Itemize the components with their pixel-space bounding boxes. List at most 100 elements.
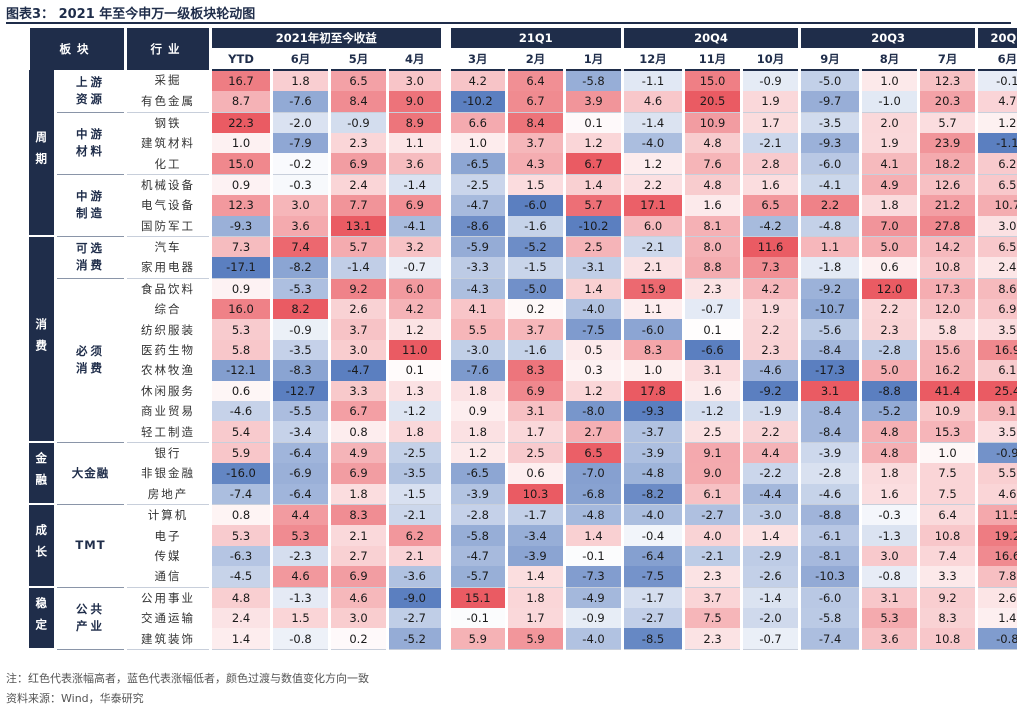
value-cell: -4.5 <box>209 566 272 588</box>
value-cell: 15.3 <box>917 421 977 443</box>
industry-label: 家用电器 <box>124 257 211 279</box>
value-cell: -2.9 <box>740 545 800 567</box>
value-cell: 10.8 <box>917 525 977 546</box>
group-label: 必须 消费 <box>54 278 126 443</box>
industry-label: 电子 <box>124 525 211 546</box>
value-cell: 27.8 <box>917 215 977 237</box>
value-cell: 2.6 <box>328 299 388 320</box>
value-cell: 4.7 <box>975 91 1017 113</box>
value-cell: -4.7 <box>328 360 388 381</box>
value-cell: 0.9 <box>209 174 272 196</box>
value-cell: -5.2 <box>859 401 919 422</box>
value-cell: 3.5 <box>975 421 1017 443</box>
value-cell: -9.2 <box>740 380 800 402</box>
value-cell: 16.2 <box>917 360 977 381</box>
value-cell: -0.7 <box>682 299 742 320</box>
industry-label: 国防军工 <box>124 215 211 237</box>
title-divider <box>6 22 1011 24</box>
value-cell: -0.7 <box>740 628 800 650</box>
value-cell: 7.5 <box>682 607 742 629</box>
value-cell: -7.4 <box>798 628 861 650</box>
value-cell: 3.0 <box>859 545 919 567</box>
value-cell: -2.1 <box>621 236 684 258</box>
value-cell: 8.9 <box>385 112 446 133</box>
value-cell: 2.7 <box>328 545 388 567</box>
value-cell: 1.6 <box>859 483 919 505</box>
value-cell: 1.0 <box>440 132 507 154</box>
value-cell: 8.7 <box>209 91 272 113</box>
value-cell: 10.7 <box>975 195 1017 216</box>
column-header: 7月 <box>917 48 977 71</box>
value-cell: 0.2 <box>505 299 565 320</box>
value-cell: 1.7 <box>740 112 800 133</box>
value-cell: -17.1 <box>209 257 272 279</box>
value-cell: 3.1 <box>798 380 861 402</box>
value-cell: 6.4 <box>917 504 977 526</box>
header-group-20q4: 20Q4 <box>621 28 800 49</box>
value-cell: 21.2 <box>917 195 977 216</box>
value-cell: -6.3 <box>209 545 272 567</box>
value-cell: -3.0 <box>740 504 800 526</box>
value-cell: -5.8 <box>563 69 623 92</box>
value-cell: 6.5 <box>975 236 1017 258</box>
header-sector: 板块 <box>27 28 126 70</box>
value-cell: -4.6 <box>798 483 861 505</box>
value-cell: -1.2 <box>385 401 446 422</box>
value-cell: 3.3 <box>917 566 977 588</box>
industry-label: 食品饮料 <box>124 278 211 300</box>
value-cell: 1.1 <box>385 132 446 154</box>
value-cell: -5.3 <box>270 278 330 300</box>
value-cell: 1.4 <box>505 566 565 588</box>
value-cell: 7.5 <box>917 483 977 505</box>
value-cell: 5.7 <box>563 195 623 216</box>
value-cell: -4.7 <box>440 195 507 216</box>
value-cell: 7.4 <box>270 236 330 258</box>
value-cell: -3.9 <box>440 483 507 505</box>
value-cell: 7.3 <box>740 257 800 279</box>
value-cell: 1.2 <box>621 153 684 175</box>
value-cell: 11.0 <box>385 339 446 361</box>
table-row: 电气设备 12.3 3.0 7.7 6.9 -4.7 -6.0 5.7 17.1 1.6 6.5 2.… <box>29 195 1017 216</box>
value-cell: 8.8 <box>682 257 742 279</box>
value-cell: -5.8 <box>798 607 861 629</box>
value-cell: -7.3 <box>563 566 623 588</box>
value-cell: 1.4 <box>975 607 1017 629</box>
value-cell: -8.2 <box>621 483 684 505</box>
value-cell: 6.2 <box>975 153 1017 175</box>
value-cell: 4.6 <box>328 587 388 608</box>
sector-label: 稳定 <box>28 587 56 651</box>
value-cell: 2.3 <box>328 132 388 154</box>
value-cell: 6.9 <box>328 153 388 175</box>
value-cell: -0.8 <box>859 566 919 588</box>
value-cell: 6.5 <box>563 442 623 464</box>
value-cell: -3.9 <box>505 545 565 567</box>
value-cell: 8.3 <box>505 360 565 381</box>
value-cell: -2.8 <box>859 339 919 361</box>
value-cell: 4.3 <box>505 153 565 175</box>
value-cell: -12.1 <box>209 360 272 381</box>
value-cell: 2.1 <box>621 257 684 279</box>
value-cell: 12.6 <box>917 174 977 196</box>
value-cell: 1.0 <box>859 69 919 92</box>
value-cell: 1.6 <box>682 195 742 216</box>
value-cell: 3.0 <box>328 339 388 361</box>
value-cell: -10.2 <box>563 215 623 237</box>
value-cell: 4.9 <box>328 442 388 464</box>
value-cell: 2.3 <box>682 566 742 588</box>
value-cell: 2.5 <box>505 442 565 464</box>
value-cell: -1.1 <box>975 132 1017 154</box>
value-cell: 7.6 <box>682 153 742 175</box>
value-cell: 0.8 <box>328 421 388 443</box>
value-cell: -1.6 <box>505 215 565 237</box>
industry-label: 机械设备 <box>124 174 211 196</box>
group-label: 大金融 <box>54 442 126 505</box>
industry-label: 建筑材料 <box>124 132 211 154</box>
value-cell: 5.8 <box>209 339 272 361</box>
value-cell: 3.3 <box>328 380 388 402</box>
value-cell: 6.1 <box>682 483 742 505</box>
value-cell: 6.9 <box>385 195 446 216</box>
value-cell: 4.8 <box>859 421 919 443</box>
column-header: 6月 <box>975 48 1017 71</box>
table-row: 化工 15.0 -0.2 6.9 3.6 -6.5 4.3 6.7 1.2 7.6 2.8 -6.0 4… <box>29 153 1017 175</box>
value-cell: -0.3 <box>270 174 330 196</box>
